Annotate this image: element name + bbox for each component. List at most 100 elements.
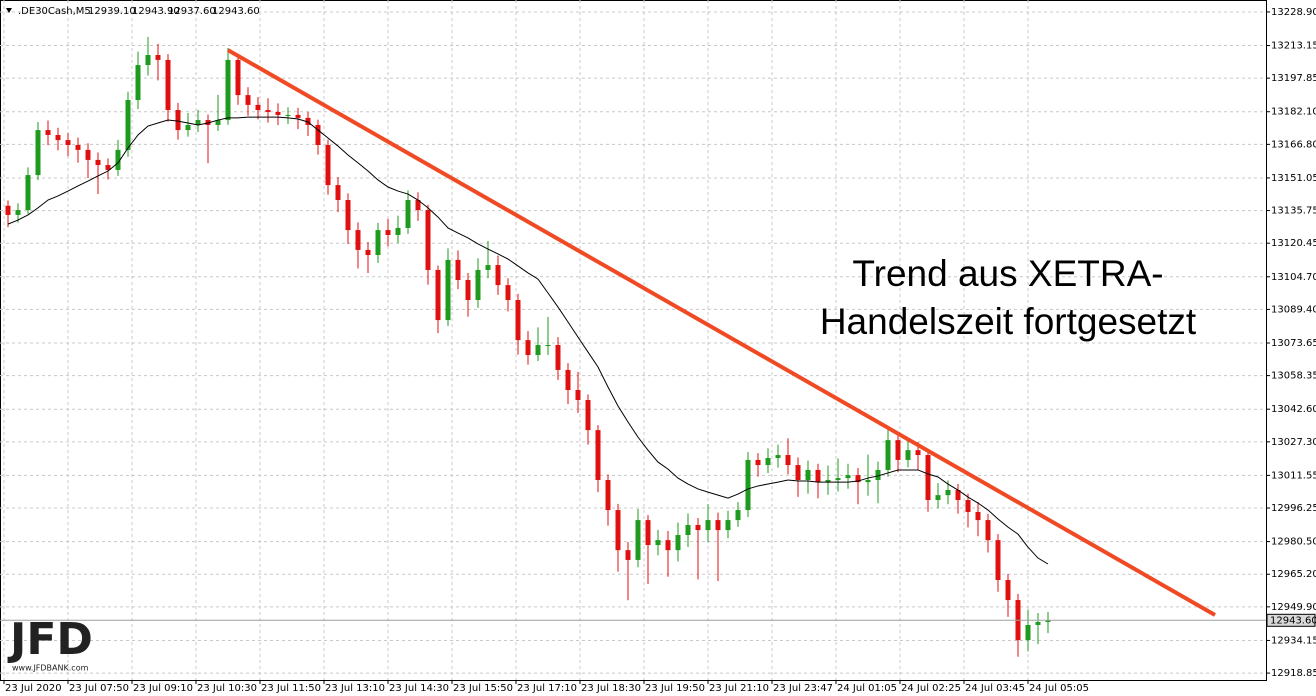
candle-body — [805, 469, 811, 480]
candle-body — [355, 230, 361, 250]
candle-body — [265, 110, 271, 112]
candle-body — [385, 230, 391, 235]
candle-body — [875, 469, 881, 480]
candle-body — [195, 120, 201, 125]
candle-body — [165, 59, 171, 111]
x-tick-label: 23 Jul 11:50 — [261, 683, 321, 694]
candle-body — [825, 479, 831, 483]
candle-body — [235, 59, 241, 96]
y-tick-label: 13042.60 — [1271, 404, 1316, 415]
plot-area — [0, 0, 1267, 681]
candle-body — [535, 345, 541, 356]
candle-body — [995, 540, 1001, 580]
y-tick-label: 13073.65 — [1271, 338, 1316, 349]
candle-body — [15, 210, 21, 215]
x-tick-label: 23 Jul 10:30 — [197, 683, 257, 694]
y-tick-label: 13011.55 — [1271, 470, 1316, 481]
header-low: 12937.60 — [168, 6, 216, 17]
candle-body — [1025, 624, 1031, 641]
candle-body — [1035, 622, 1041, 625]
y-tick-label: 13197.85 — [1271, 73, 1316, 84]
candle-body — [625, 550, 631, 560]
candle-body — [815, 469, 821, 483]
candle-body — [915, 450, 921, 456]
candle-body — [885, 440, 891, 470]
y-tick-label: 13120.45 — [1271, 238, 1316, 249]
y-tick-label: 13182.10 — [1271, 107, 1316, 118]
candle-body — [845, 475, 851, 479]
candle-body — [635, 520, 641, 560]
x-tick-label: 24 Jul 03:45 — [965, 683, 1025, 694]
candle-body — [965, 500, 971, 512]
price-label-box — [1266, 613, 1316, 627]
x-tick-label: 23 Jul 17:10 — [517, 683, 577, 694]
candle-body — [325, 144, 331, 186]
candle-body — [205, 120, 211, 125]
moving-average — [7, 116, 1049, 565]
candle-body — [925, 455, 931, 501]
candle-body — [755, 459, 761, 466]
y-tick-label: 12934.15 — [1271, 635, 1316, 646]
candle-body — [615, 510, 621, 551]
candle-body — [95, 159, 101, 166]
y-tick-label: 13135.75 — [1271, 206, 1316, 217]
candle-body — [485, 265, 491, 270]
candle-body — [35, 130, 41, 176]
candle-body — [985, 520, 991, 541]
candle-body — [445, 259, 451, 321]
candle-body — [375, 230, 381, 256]
trend-line — [227, 48, 1216, 617]
candle-body — [465, 279, 471, 301]
x-tick-label: 23 Jul 13:10 — [325, 683, 385, 694]
y-tick-label: 13058.35 — [1271, 371, 1316, 382]
x-tick-label: 24 Jul 05:05 — [1029, 683, 1089, 694]
y-tick-label: 13151.05 — [1271, 173, 1316, 184]
annotation: Trend aus XETRA- — [852, 253, 1163, 294]
candle-body — [305, 117, 311, 125]
x-tick-label: 23 Jul 2020 — [5, 683, 62, 694]
candle-body — [795, 465, 801, 480]
candle-body — [785, 455, 791, 466]
candle-body — [225, 59, 231, 121]
candle-body — [245, 95, 251, 105]
y-tick-label: 13228.90 — [1271, 7, 1316, 18]
candle-body — [275, 111, 281, 115]
candle-body — [1045, 620, 1051, 623]
x-tick-label: 23 Jul 18:30 — [581, 683, 641, 694]
candle-body — [255, 104, 261, 111]
candle-body — [705, 520, 711, 531]
candle-body — [695, 524, 701, 531]
y-tick-label: 12965.20 — [1271, 569, 1316, 580]
candle-body — [415, 200, 421, 211]
symbol: .DE30Cash,M5 — [18, 6, 91, 17]
candle-body — [585, 400, 591, 431]
candle-body — [425, 210, 431, 270]
grid — [0, 0, 1266, 680]
header-close: 12943.60 — [212, 6, 260, 17]
y-tick-label: 13213.15 — [1271, 41, 1316, 52]
x-tick-label: 23 Jul 07:50 — [69, 683, 129, 694]
y-tick-label: 12949.90 — [1271, 602, 1316, 613]
marks — [0, 36, 1266, 657]
candle-body — [935, 495, 941, 501]
candle-body — [215, 120, 221, 125]
candle-body — [145, 55, 151, 66]
candle-body — [435, 269, 441, 321]
y-tick-label: 13166.80 — [1271, 139, 1316, 150]
candle-body — [605, 479, 611, 511]
candle-body — [905, 450, 911, 460]
candle-body — [515, 300, 521, 341]
candle-body — [675, 535, 681, 551]
y-tick-label: 13089.40 — [1271, 304, 1316, 315]
candle-body — [565, 369, 571, 391]
candle-body — [335, 185, 341, 201]
candle-body — [155, 55, 161, 60]
candle-body — [715, 520, 721, 531]
candle-body — [185, 124, 191, 131]
candle-body — [365, 249, 371, 256]
y-tick-label: 12918.85 — [1271, 668, 1316, 679]
candle-body — [745, 459, 751, 511]
candle-body — [575, 390, 581, 401]
y-tick-label: 13027.30 — [1271, 437, 1316, 448]
